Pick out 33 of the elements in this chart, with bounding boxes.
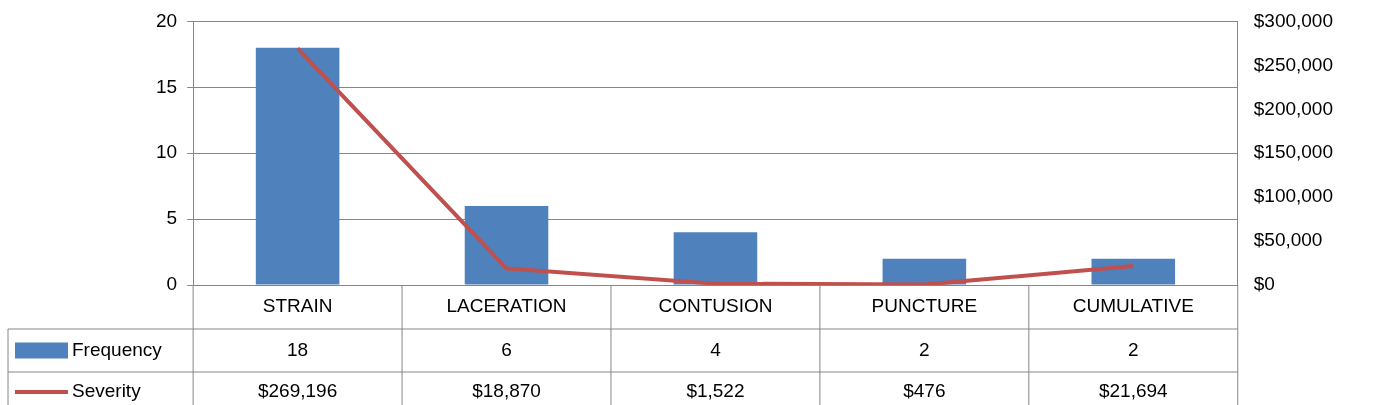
x-tick-label: LACERATION	[446, 295, 567, 317]
data-label: $1,522	[686, 380, 745, 402]
data-label: 2	[919, 338, 930, 360]
y2-tick-label: $200,000	[1253, 97, 1333, 119]
bar	[673, 232, 758, 285]
y2-tick-label: $150,000	[1253, 141, 1333, 163]
data-label: 4	[710, 338, 722, 360]
data-label: 18	[287, 338, 309, 360]
data-label: 2	[1128, 338, 1139, 360]
data-label: $476	[903, 380, 946, 402]
y-tick-label: 0	[166, 273, 178, 295]
y-tick-label: 10	[155, 141, 178, 163]
x-tick-label: CUMULATIVE	[1072, 295, 1194, 317]
x-tick-label: CONTUSION	[658, 295, 773, 317]
legend-label: Frequency	[72, 338, 163, 360]
data-label: $18,870	[472, 380, 541, 402]
y-tick-label: 5	[166, 207, 178, 229]
x-tick-label: STRAIN	[262, 295, 333, 317]
y-tick-label: 20	[155, 9, 178, 31]
bar	[464, 205, 549, 285]
data-label: $21,694	[1098, 380, 1169, 402]
bar	[255, 47, 340, 285]
y2-tick-label: $300,000	[1253, 9, 1333, 31]
data-label: $269,196	[257, 380, 338, 402]
y-tick-label: 15	[155, 75, 178, 97]
x-tick-label: PUNCTURE	[871, 295, 978, 317]
y2-tick-label: $100,000	[1253, 185, 1333, 207]
bar	[1091, 258, 1176, 285]
data-label: 6	[501, 338, 512, 360]
legend-label: Severity	[72, 380, 142, 402]
y2-tick-label: $250,000	[1253, 53, 1333, 75]
y2-tick-label: $0	[1253, 273, 1275, 295]
y2-tick-label: $50,000	[1253, 229, 1323, 251]
